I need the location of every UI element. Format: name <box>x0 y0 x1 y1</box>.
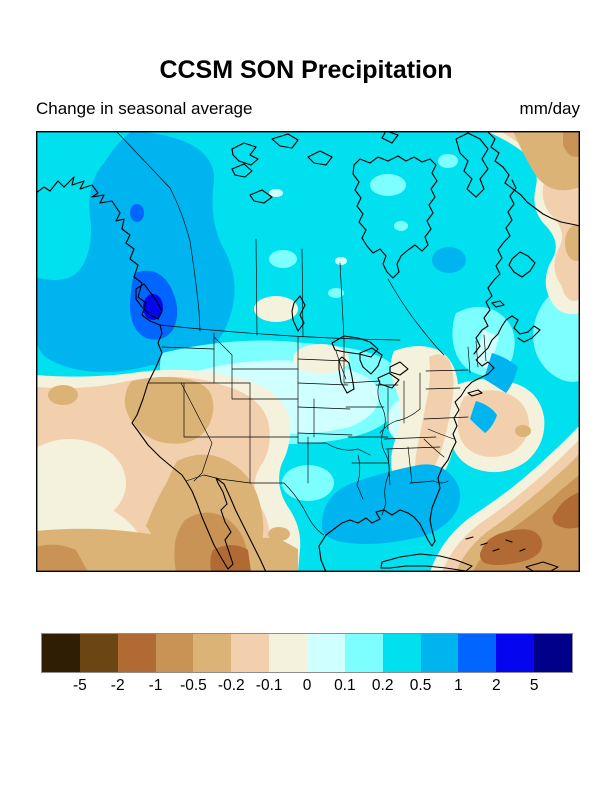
colorbar-tick-label: 0.5 <box>409 677 432 694</box>
colorbar-tick-label: -1 <box>148 677 163 694</box>
colorbar-tick-label: 0.1 <box>334 677 356 694</box>
colorbar-tick-label: 0 <box>302 677 312 694</box>
colorbar <box>42 634 573 672</box>
map-svg <box>36 131 580 572</box>
colorbar-tick-label: 2 <box>491 677 501 694</box>
colorbar-tick-label: -2 <box>110 677 125 694</box>
colorbar-tick-label: 1 <box>454 677 463 694</box>
colorbar-tick-label: -0.2 <box>217 677 245 694</box>
colorbar-tick-label: -0.5 <box>180 677 207 694</box>
state-borders <box>115 131 487 536</box>
colorbar-tick-label: 5 <box>529 677 539 694</box>
colorbar-tick-label: -0.1 <box>255 677 283 694</box>
subtitle-variable: Change in seasonal average <box>36 99 253 118</box>
colorbar-swatch <box>193 634 232 672</box>
subtitle-units: mm/day <box>519 99 580 118</box>
colorbar-swatch <box>496 634 535 672</box>
colorbar-swatch <box>420 634 459 672</box>
colorbar-swatch <box>534 634 573 672</box>
colorbar-swatch <box>155 634 194 672</box>
map-frame <box>36 131 580 572</box>
colorbar-swatch <box>231 634 270 672</box>
colorbar-tick-labels: -5 -2 -1 -0.5 -0.2 -0.1 0 0.1 0.2 0.5 1 2 5 <box>42 677 572 697</box>
colorbar-swatch <box>117 634 156 672</box>
colorbar-swatch <box>269 634 308 672</box>
colorbar-swatch <box>382 634 421 672</box>
colorbar-tick-label: 0.2 <box>371 677 394 694</box>
colorbar-tick-label: -5 <box>72 677 87 694</box>
map-border <box>36 131 580 572</box>
colorbar-swatch <box>42 634 80 672</box>
colorbar-swatch <box>307 634 345 672</box>
colorbar-swatch <box>458 634 497 672</box>
colorbar-swatch <box>344 634 383 672</box>
colorbar-swatch <box>79 634 118 672</box>
coastline-paths <box>36 131 580 572</box>
contour-fills <box>36 131 580 572</box>
figure-title: CCSM SON Precipitation <box>159 56 453 84</box>
